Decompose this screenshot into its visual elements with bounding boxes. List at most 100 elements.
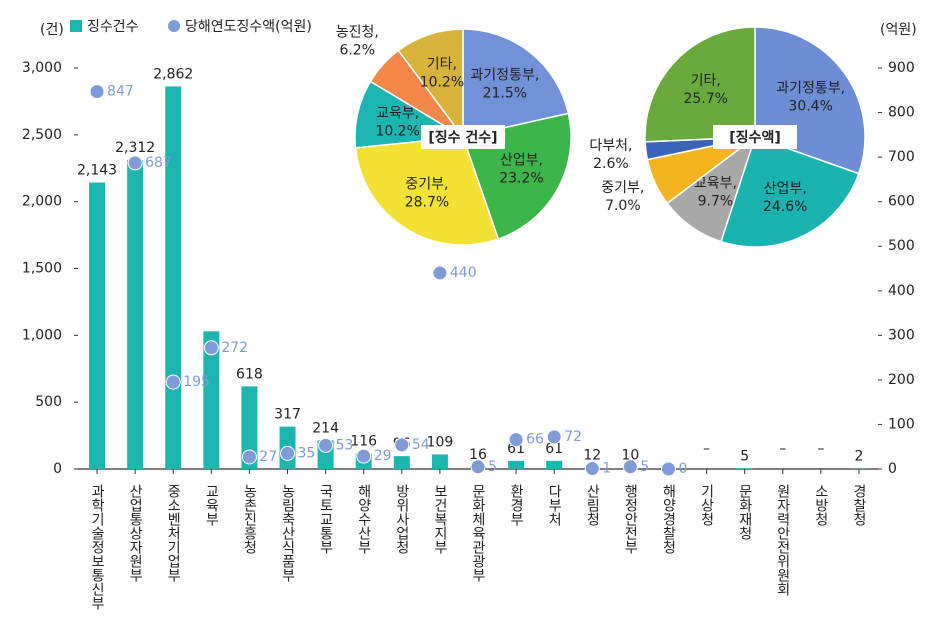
pie-value-label: 30.4% bbox=[788, 99, 832, 115]
pie-slice bbox=[354, 136, 500, 246]
x-tick-label: 환경부 bbox=[508, 484, 524, 526]
count-label: 2 bbox=[854, 449, 863, 465]
x-tick-label: 소방청 bbox=[813, 484, 829, 526]
amount-dot bbox=[89, 84, 105, 100]
pie-title: [징수액] bbox=[729, 129, 780, 146]
count-bar bbox=[508, 460, 525, 469]
amount-label: 54 bbox=[412, 437, 430, 453]
x-tick-label: 문화체육관광부 bbox=[470, 484, 486, 582]
y2-tick-label: 0 bbox=[888, 461, 897, 477]
amount-dot bbox=[127, 155, 143, 171]
count-label: – bbox=[779, 441, 786, 457]
amount-dot bbox=[660, 461, 676, 477]
y-tick-label: 1,500 bbox=[22, 261, 62, 277]
pie-value-label: 2.6% bbox=[593, 156, 629, 172]
amount-label: 195 bbox=[183, 374, 210, 390]
count-label: 16 bbox=[469, 447, 487, 463]
count-bar bbox=[241, 386, 258, 469]
count-label: 2,862 bbox=[153, 66, 193, 82]
pie-value-label: 9.7% bbox=[698, 194, 734, 210]
count-label: 618 bbox=[236, 366, 263, 382]
pie-title: [징수 건수] bbox=[428, 129, 497, 146]
pie-value-label: 25.7% bbox=[683, 91, 727, 107]
pie-value-label: 21.5% bbox=[483, 86, 527, 102]
pie-value-label: 10.2% bbox=[375, 123, 419, 139]
count-bar bbox=[546, 460, 563, 469]
amount-dot bbox=[470, 459, 486, 475]
pie-category: 중기부, bbox=[601, 180, 644, 196]
pie-value-label: 6.2% bbox=[339, 42, 375, 58]
legend-marker bbox=[70, 20, 82, 32]
pie-category: 과기정통부, bbox=[470, 68, 539, 84]
count-label: 109 bbox=[427, 434, 454, 450]
y-tick-label: 2,500 bbox=[22, 127, 62, 143]
count-label: 214 bbox=[312, 420, 339, 436]
legend-marker bbox=[168, 20, 180, 32]
amount-dot bbox=[280, 445, 296, 461]
pie-value-label: 23.2% bbox=[499, 171, 543, 187]
pie-category: 산업부, bbox=[764, 181, 807, 197]
amount-dot bbox=[394, 437, 410, 453]
pie-value-label: 10.2% bbox=[420, 74, 464, 90]
count-bar bbox=[393, 456, 410, 469]
count-bar bbox=[736, 468, 753, 469]
y-tick-label: 2,000 bbox=[22, 194, 62, 210]
amount-label: 272 bbox=[221, 340, 248, 356]
pie-slice bbox=[462, 28, 570, 138]
amount-dot bbox=[241, 449, 257, 465]
pie-category: 산업부, bbox=[500, 153, 543, 169]
legend-label: 당해연도징수액(억원) bbox=[185, 19, 312, 35]
y-tick-label: 3,000 bbox=[22, 60, 62, 76]
x-tick-label: 교육부 bbox=[203, 484, 219, 526]
x-tick-label: 농림축산식품부 bbox=[280, 484, 296, 582]
amount-dot bbox=[432, 265, 448, 281]
amount-label: 1 bbox=[602, 461, 611, 477]
count-label: 317 bbox=[274, 407, 301, 423]
pie-value-label: 7.0% bbox=[605, 198, 641, 214]
y-axis-unit: (건) bbox=[40, 22, 64, 38]
y2-tick-label: 600 bbox=[888, 194, 915, 210]
pie-slice bbox=[644, 26, 756, 143]
pie-slice bbox=[720, 136, 860, 248]
y2-tick-label: 700 bbox=[888, 149, 915, 165]
amount-label: 5 bbox=[640, 459, 649, 475]
count-bar bbox=[89, 182, 106, 469]
amount-label: 0 bbox=[678, 461, 687, 477]
x-tick-label: 과학기술정보통신부 bbox=[89, 484, 105, 610]
pie-value-label: 28.7% bbox=[405, 194, 449, 210]
pie-category: 다부처, bbox=[589, 138, 632, 154]
pie-category: 기타, bbox=[691, 73, 721, 89]
amount-label: 29 bbox=[374, 448, 392, 464]
amount-label: 27 bbox=[259, 449, 277, 465]
x-tick-label: 경찰청 bbox=[851, 484, 867, 526]
x-tick-label: 중소벤처기업부 bbox=[165, 484, 181, 582]
count-label: 2,312 bbox=[115, 140, 155, 156]
amount-label: 35 bbox=[298, 445, 316, 461]
count-label: 12 bbox=[583, 447, 601, 463]
pie-category: 교육부, bbox=[376, 105, 419, 121]
count-label: 5 bbox=[740, 448, 749, 464]
y2-tick-label: 100 bbox=[888, 416, 915, 432]
amount-label: 66 bbox=[526, 432, 544, 448]
amount-label: 847 bbox=[107, 84, 134, 100]
y2-tick-label: 400 bbox=[888, 283, 915, 299]
x-tick-label: 산업통상자원부 bbox=[127, 484, 143, 582]
y-tick-label: 1,000 bbox=[22, 327, 62, 343]
amount-dot bbox=[356, 448, 372, 464]
pie-title-box bbox=[713, 125, 797, 149]
amount-label: 687 bbox=[145, 155, 172, 171]
legend-label: 징수건수 bbox=[87, 19, 139, 35]
x-tick-label: 해양경찰청 bbox=[660, 484, 676, 554]
y2-tick-label: 900 bbox=[888, 60, 915, 76]
y2-tick-label: 200 bbox=[888, 372, 915, 388]
y2-tick-label: 800 bbox=[888, 105, 915, 121]
x-tick-label: 방위사업청 bbox=[394, 484, 410, 554]
pie-slice bbox=[397, 28, 464, 140]
amount-dot bbox=[622, 459, 638, 475]
pie-category: 기타, bbox=[427, 56, 457, 72]
x-tick-label: 국토교통부 bbox=[318, 484, 334, 554]
amount-dot bbox=[165, 374, 181, 390]
count-bar bbox=[431, 454, 448, 469]
pie-category: 농진청, bbox=[336, 24, 379, 40]
